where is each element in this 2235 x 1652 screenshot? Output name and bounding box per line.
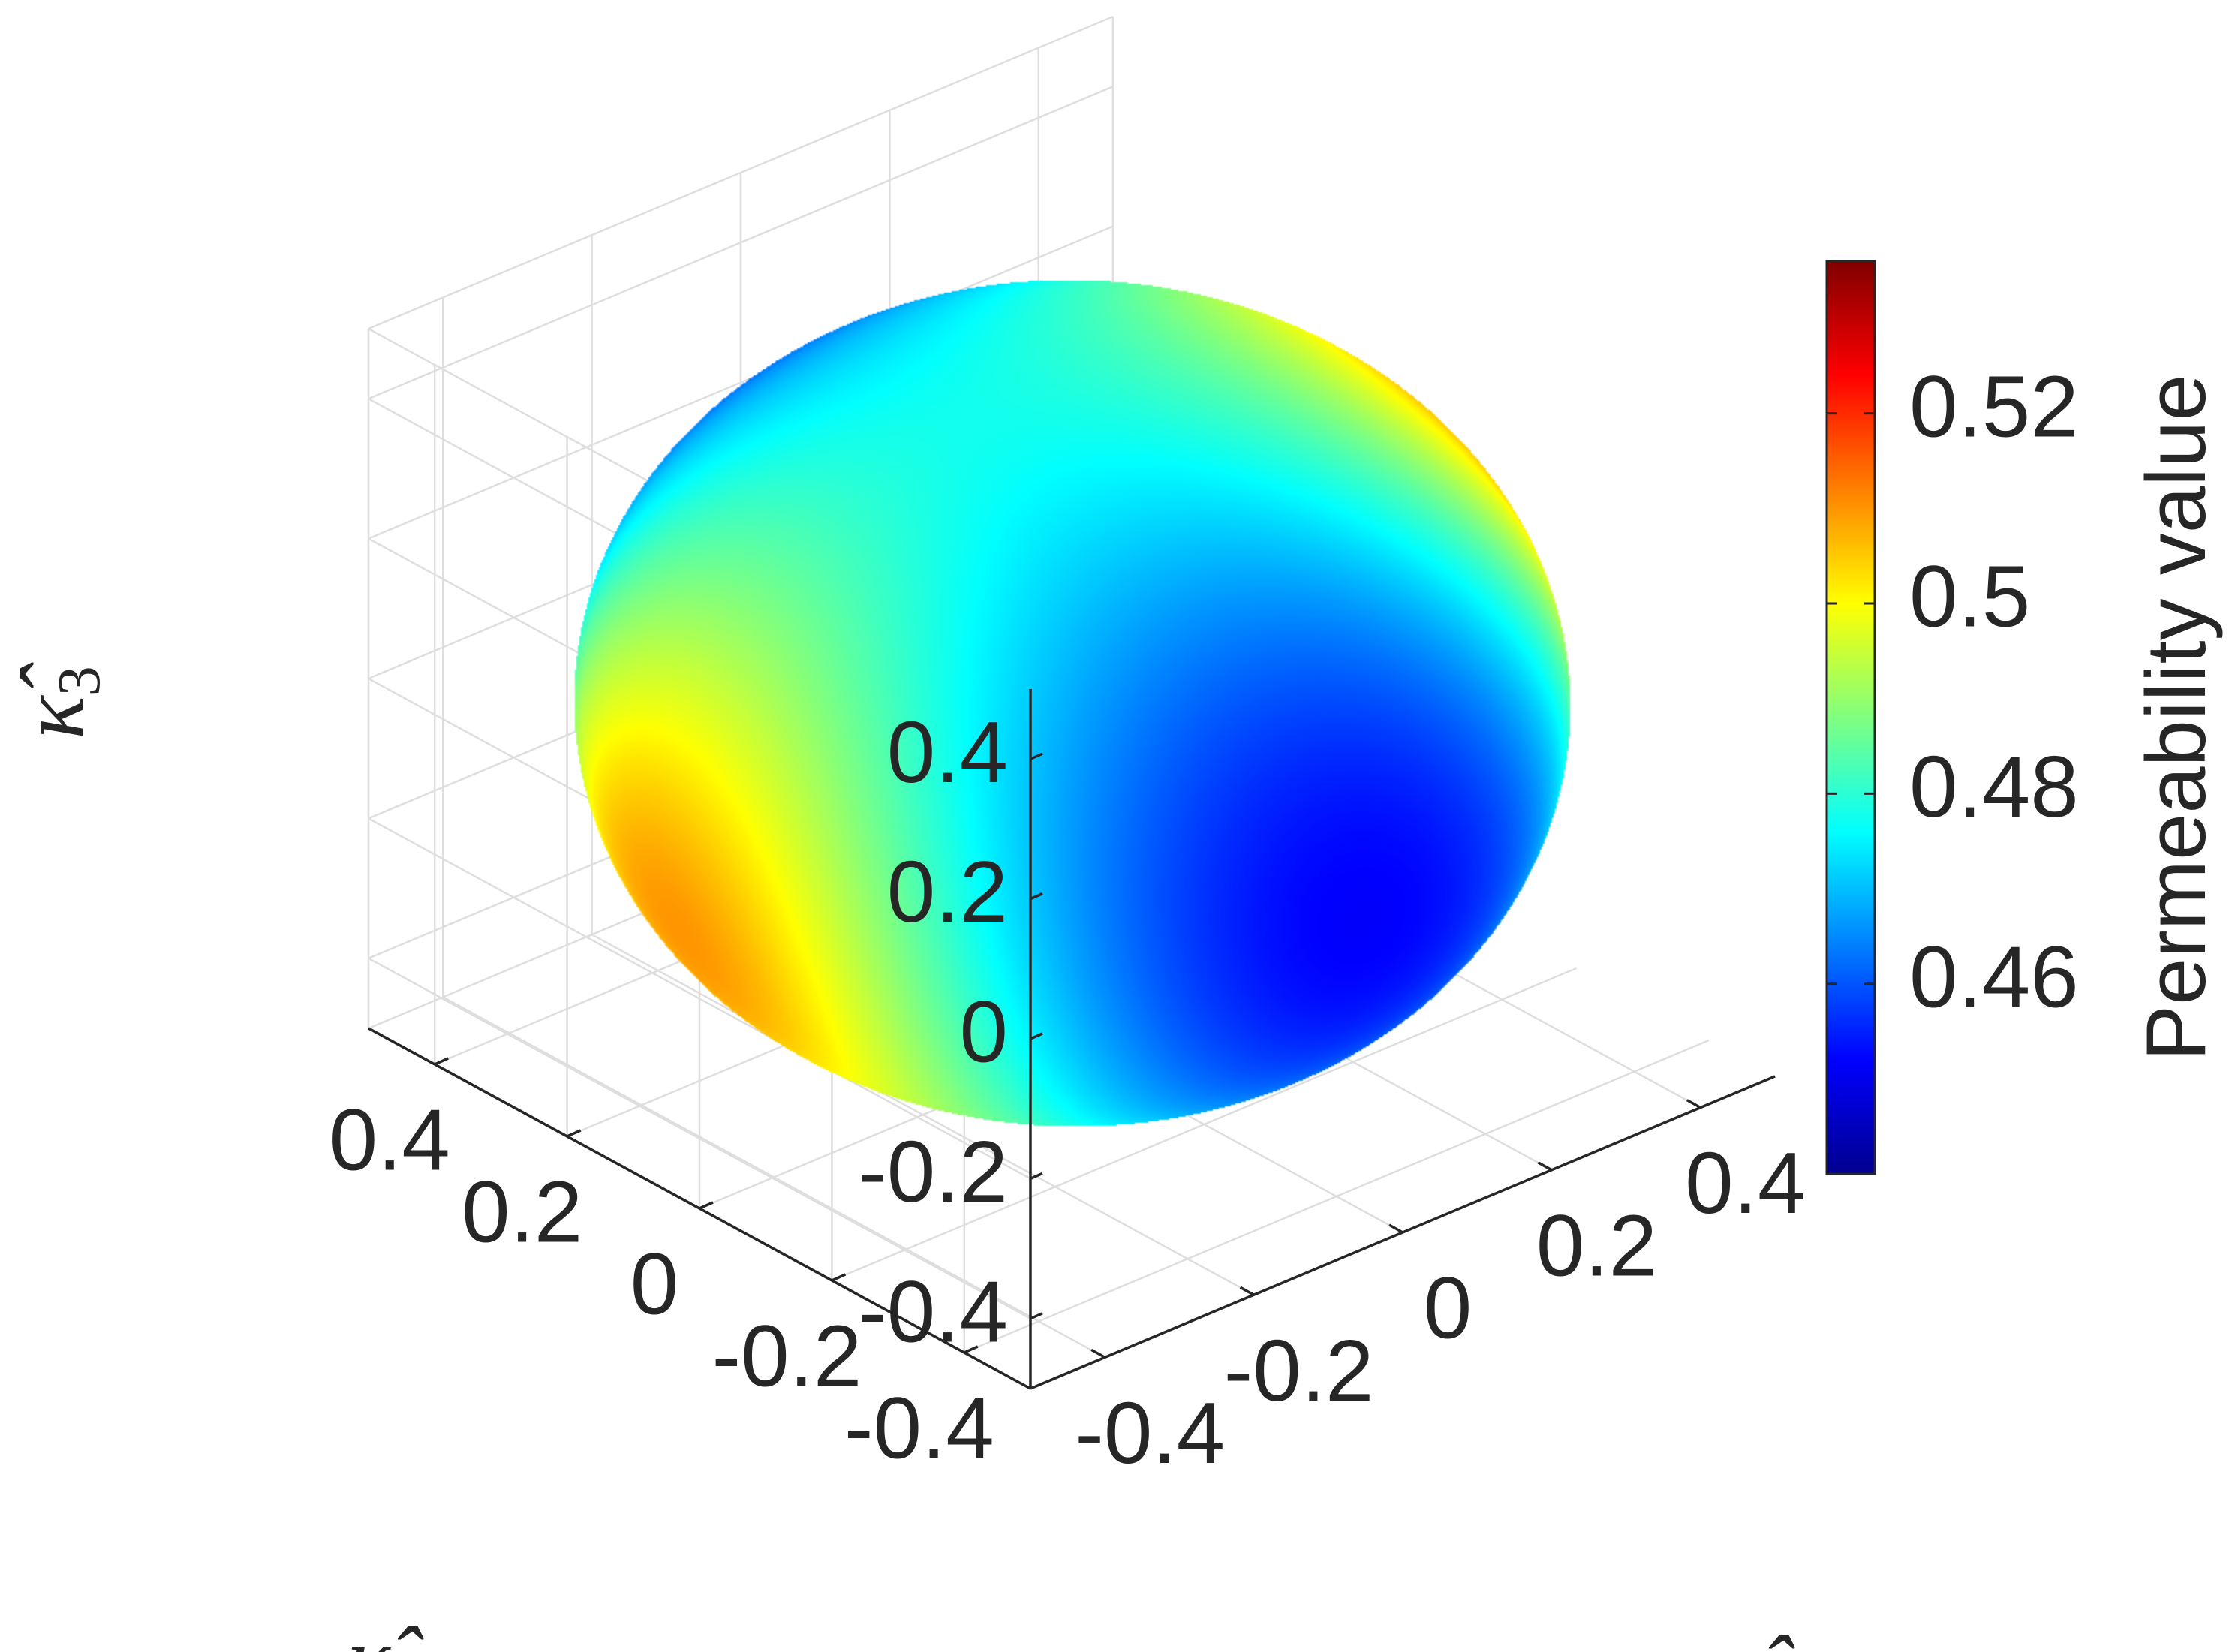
- x-tick: [1537, 1161, 1553, 1172]
- colorbar: 0.46 0.48 0.5 0.52 Permeability value: [1825, 260, 2223, 1175]
- svg-text:κ̂1: κ̂1: [1718, 1617, 1795, 1652]
- colorbar-gradient: [1825, 260, 1876, 1175]
- z-tick: [1030, 892, 1043, 901]
- z-tick-label: -0.4: [858, 1262, 1008, 1360]
- y-tick: [434, 1057, 449, 1066]
- z-tick-label: 0.4: [887, 703, 1008, 801]
- y-axis-label: κ̂2: [347, 1608, 424, 1652]
- y-tick: [699, 1201, 714, 1210]
- colorbar-tick-label: 0.46: [1909, 928, 2079, 1025]
- axes-lines: 0.40.20-0.2-0.4-0.4-0.200.20.40.40.20-0.…: [329, 689, 1806, 1482]
- y-tick: [566, 1129, 582, 1138]
- x-tick: [1090, 1348, 1106, 1359]
- y-tick-label: -0.4: [844, 1380, 994, 1477]
- svg-text:κ̂3: κ̂3: [2, 662, 113, 739]
- z-tick-label: 0.2: [887, 843, 1008, 940]
- z-tick-label: -0.2: [858, 1123, 1008, 1220]
- svg-text:κ̂2: κ̂2: [347, 1608, 424, 1652]
- colorbar-tick-label: 0.5: [1909, 548, 2030, 645]
- x-tick: [1239, 1286, 1255, 1296]
- x-axis-label: κ̂1: [1718, 1617, 1795, 1652]
- y-tick: [964, 1345, 979, 1354]
- y-tick-label: 0.4: [329, 1091, 450, 1189]
- sphere-surface-image: [570, 201, 1573, 1204]
- z-tick-label: 0: [959, 983, 1008, 1081]
- x-tick: [1686, 1099, 1701, 1109]
- y-tick-label: 0.2: [462, 1163, 582, 1261]
- x-tick-label: 0.4: [1685, 1134, 1806, 1232]
- x-tick-label: 0: [1424, 1259, 1472, 1357]
- z-tick: [1030, 1032, 1043, 1040]
- colorbar-tick-label: 0.52: [1909, 357, 2079, 455]
- colorbar-ticks: 0.46 0.48 0.5 0.52: [1827, 357, 2079, 1025]
- x-tick: [1388, 1223, 1403, 1234]
- y-tick: [831, 1273, 847, 1282]
- colorbar-tick-label: 0.48: [1909, 738, 2079, 835]
- z-axis-label: κ̂3: [2, 662, 113, 739]
- x-tick-label: 0.2: [1536, 1196, 1657, 1294]
- z-tick: [1030, 752, 1043, 760]
- z-tick: [1030, 1312, 1043, 1320]
- grid-line: [368, 15, 1114, 330]
- y-tick-label: 0: [630, 1235, 679, 1333]
- x-tick-label: -0.4: [1075, 1384, 1225, 1482]
- colorbar-label: Permeability value: [2129, 374, 2223, 1061]
- sphere-surface: [570, 201, 1573, 1204]
- y-tick-label: -0.2: [711, 1307, 862, 1405]
- x-tick-label: -0.2: [1224, 1322, 1374, 1419]
- z-tick: [1030, 1172, 1043, 1181]
